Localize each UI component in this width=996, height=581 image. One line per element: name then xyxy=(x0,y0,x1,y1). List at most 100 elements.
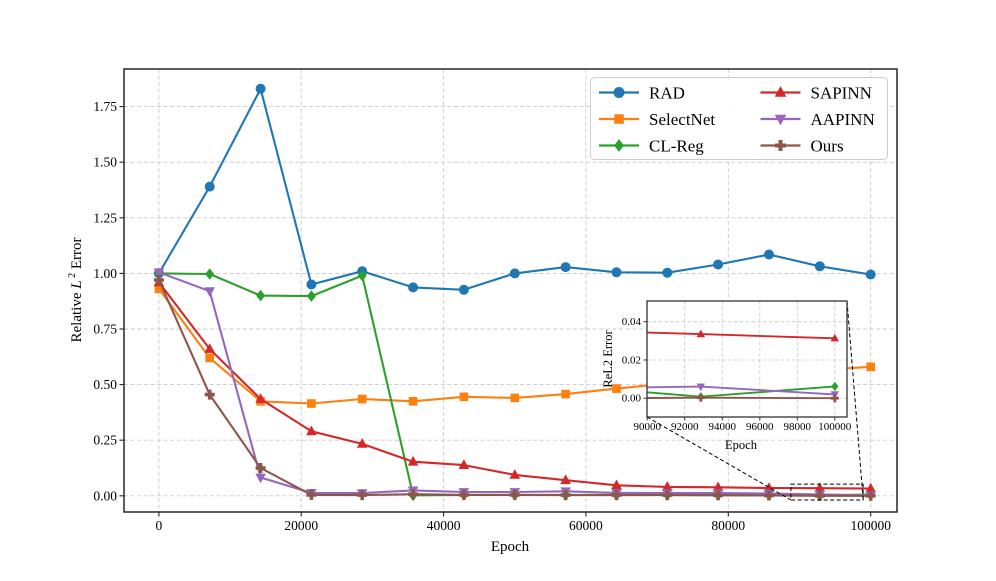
inset-connectors xyxy=(646,300,864,501)
marker-plus xyxy=(408,489,419,500)
marker-diamond xyxy=(205,268,215,280)
inset-x-tick-label: 96000 xyxy=(746,421,774,433)
marker-square xyxy=(614,114,624,124)
y-tick-label: 1.50 xyxy=(93,155,117,170)
marker-square xyxy=(510,393,520,403)
marker-triangle-up xyxy=(763,482,775,492)
x-tick-label: 100000 xyxy=(850,518,891,533)
marker-diamond xyxy=(306,290,316,302)
inset-y-tick-label: 0.02 xyxy=(622,355,641,367)
inset-x-tick-label: 90000 xyxy=(633,421,661,433)
x-tick-label: 0 xyxy=(156,518,163,533)
y-tick-label: 0.25 xyxy=(93,433,117,448)
marker-plus xyxy=(306,489,317,500)
marker-triangle-down xyxy=(204,287,215,297)
zoom-indicator-rect xyxy=(790,483,864,501)
marker-plus xyxy=(696,393,705,402)
marker-triangle-up xyxy=(509,469,521,479)
marker-circle xyxy=(865,269,876,280)
inset-x-tick-label: 98000 xyxy=(784,421,812,433)
main-tick-labels: 0 20000 40000 60000 80000 100000 0.00 0.25 0.50 0… xyxy=(93,99,891,533)
y-tick-label: 0.75 xyxy=(93,322,117,337)
inset-y-axis-label: ReL2 Error xyxy=(601,330,615,388)
marker-triangle-down xyxy=(774,114,787,126)
marker-plus xyxy=(204,389,215,400)
marker-triangle-down xyxy=(153,268,165,279)
legend-entry-AAPINN: AAPINN xyxy=(760,110,875,129)
marker-triangle-up xyxy=(255,393,266,403)
y-tick-label: 1.00 xyxy=(93,266,117,281)
connector-line xyxy=(846,300,864,501)
inset-series-SAPINN xyxy=(647,329,839,342)
x-axis-label: Epoch xyxy=(491,539,530,555)
y-tick-label: 1.75 xyxy=(93,99,117,114)
marker-plus xyxy=(458,489,469,500)
inset-y-tick-label: 0.00 xyxy=(622,393,642,405)
marker-circle xyxy=(713,259,724,270)
legend-label: SelectNet xyxy=(649,110,715,129)
marker-square xyxy=(561,389,570,399)
marker-plus xyxy=(775,140,786,151)
marker-triangle-up xyxy=(407,455,419,466)
marker-circle xyxy=(611,267,622,278)
marker-circle xyxy=(613,87,625,98)
marker-triangle-up xyxy=(696,329,705,338)
marker-plus xyxy=(560,490,571,501)
inset-x-axis-label: Epoch xyxy=(725,438,758,452)
marker-triangle-up xyxy=(774,86,787,97)
inset-plot-border xyxy=(646,300,848,418)
marker-square xyxy=(459,392,469,402)
marker-plus xyxy=(713,490,724,501)
connector-line xyxy=(646,416,792,501)
main-ticks xyxy=(119,106,872,517)
marker-triangle-up xyxy=(306,425,317,436)
legend-label: AAPINN xyxy=(811,110,875,129)
legend-entry-RAD: RAD xyxy=(599,84,685,103)
marker-triangle-up xyxy=(712,481,724,492)
marker-circle xyxy=(204,181,215,192)
legend-label: Ours xyxy=(811,137,844,156)
inset-tick-labels: 90000 92000 94000 96000 98000 100000 0.00 0.02 0… xyxy=(622,316,852,433)
marker-circle xyxy=(458,284,469,295)
marker-square xyxy=(612,384,621,393)
marker-triangle-up xyxy=(830,333,839,342)
marker-triangle-up xyxy=(611,479,622,490)
inset-series-layer xyxy=(647,329,839,403)
marker-circle xyxy=(408,282,419,293)
series-Ours xyxy=(153,275,876,501)
legend-box xyxy=(590,77,888,160)
y-tick-label: 1.25 xyxy=(93,210,117,225)
marker-plus xyxy=(865,490,876,501)
marker-square xyxy=(154,284,164,294)
render-root: 0 20000 40000 60000 80000 100000 0.00 0.25 0.50 0… xyxy=(93,68,898,533)
y-tick-label: 0.50 xyxy=(93,377,117,392)
legend-entry-SAPINN: SAPINN xyxy=(760,84,872,103)
legend: RAD SelectNet CL-Reg SAPINN AAPINN Ours xyxy=(590,77,888,160)
legend-label: RAD xyxy=(649,84,685,103)
x-tick-label: 40000 xyxy=(427,518,461,533)
marker-diamond xyxy=(357,269,367,282)
main-plot-border xyxy=(123,68,898,513)
legend-entry-CL-Reg: CL-Reg xyxy=(599,137,704,156)
marker-square xyxy=(205,353,214,363)
marker-triangle-up xyxy=(662,481,673,491)
inset-plot: 90000 92000 94000 96000 98000 100000 0.00 0.02 0… xyxy=(622,300,852,433)
marker-square xyxy=(408,397,418,406)
marker-triangle-up xyxy=(865,482,876,493)
marker-plus xyxy=(764,490,774,501)
inset-background xyxy=(647,301,847,417)
marker-triangle-down xyxy=(255,473,266,484)
marker-plus xyxy=(830,394,839,403)
inset-x-tick-label: 92000 xyxy=(671,421,699,433)
x-tick-label: 80000 xyxy=(711,518,745,533)
marker-circle xyxy=(560,262,571,273)
marker-plus xyxy=(611,490,622,501)
marker-triangle-up xyxy=(458,459,470,469)
marker-plus xyxy=(357,490,368,501)
marker-plus xyxy=(153,275,164,285)
marker-circle xyxy=(814,261,825,272)
series-SAPINN xyxy=(153,276,876,493)
marker-diamond xyxy=(831,381,839,391)
